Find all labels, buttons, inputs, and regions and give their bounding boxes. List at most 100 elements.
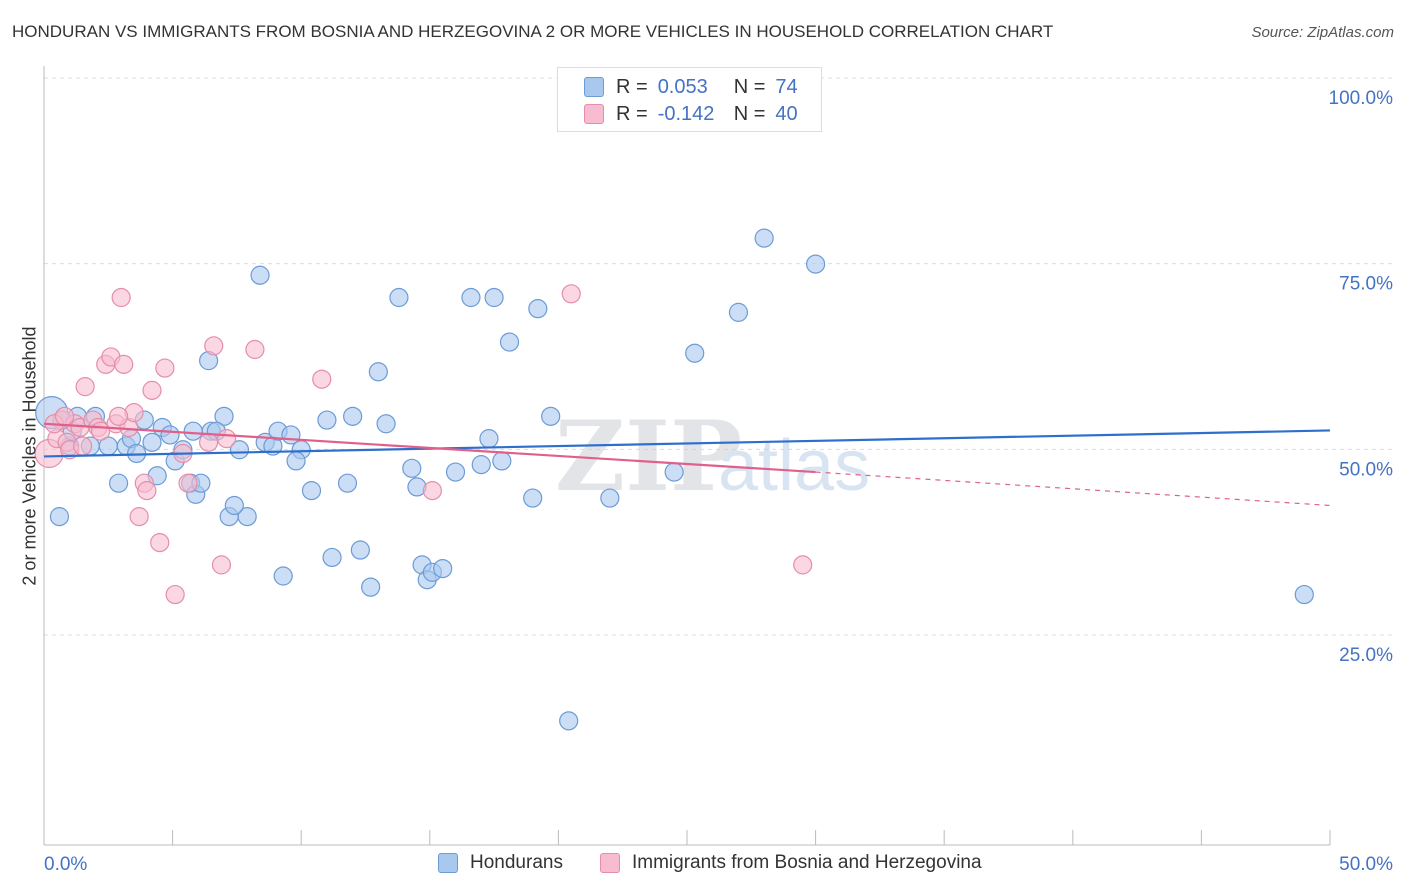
bosnia-point <box>211 555 232 575</box>
bottom-legend: Hondurans Immigrants from Bosnia and Her… <box>0 852 1406 878</box>
bosnia-point <box>245 339 265 360</box>
honduran-point <box>499 332 520 352</box>
grid-lines <box>44 77 1393 636</box>
honduran-trend-line <box>43 429 1331 458</box>
honduran-point <box>433 558 453 579</box>
honduran-point <box>664 462 684 482</box>
n-value: 74 <box>775 75 798 98</box>
legend-item-hondurans[interactable]: Hondurans <box>438 852 563 874</box>
honduran-point <box>343 406 363 426</box>
honduran-point <box>237 507 257 527</box>
honduran-point <box>250 265 270 285</box>
honduran-point <box>317 410 337 430</box>
honduran-point <box>229 440 250 460</box>
honduran-point <box>805 254 826 274</box>
bosnia-point <box>54 406 75 426</box>
honduran-point <box>224 495 244 516</box>
bosnia-point <box>90 421 111 441</box>
honduran-point <box>528 299 548 319</box>
bosnia-point <box>108 406 129 426</box>
legend-label-bosnia: Immigrants from Bosnia and Herzegovina <box>632 852 982 873</box>
bosnia-point <box>137 481 157 501</box>
honduran-point <box>142 432 162 452</box>
honduran-point <box>685 343 705 363</box>
honduran-point <box>49 507 70 527</box>
r-label: R = <box>616 75 648 98</box>
bosnia-point <box>142 380 162 400</box>
honduran-point <box>214 406 234 426</box>
honduran-point <box>368 362 388 382</box>
honduran-point <box>461 287 481 308</box>
honduran-point <box>471 455 491 475</box>
bosnia-swatch <box>584 104 604 124</box>
honduran-point <box>183 421 203 441</box>
bosnia-point <box>422 481 442 501</box>
bosnia-point <box>793 555 813 575</box>
bosnia-point <box>312 369 332 389</box>
honduran-point <box>286 451 306 471</box>
honduran-point <box>541 406 561 426</box>
x-tick-label: 0.0% <box>44 854 87 875</box>
r-value: -0.142 <box>657 102 715 125</box>
n-value: 40 <box>775 102 798 125</box>
honduran-point <box>160 425 180 445</box>
bosnia-swatch <box>600 853 620 873</box>
trend-lines <box>43 422 1331 507</box>
bosnia-trend-line <box>43 422 816 474</box>
bosnia-point <box>150 532 170 553</box>
honduran-point <box>376 414 396 434</box>
bosnia-point <box>561 284 581 304</box>
honduran-point <box>361 577 381 597</box>
honduran-point <box>322 547 342 568</box>
bosnia-point <box>114 354 134 374</box>
hondurans-swatch <box>584 77 604 97</box>
watermark-zip: ZIP <box>555 400 742 513</box>
bosnia-point <box>72 436 93 456</box>
honduran-point <box>337 473 358 493</box>
bosnia-point <box>129 507 149 527</box>
honduran-point <box>301 481 322 501</box>
honduran-point <box>1294 584 1314 605</box>
n-label: N = <box>733 75 766 98</box>
watermark-atlas: atlas <box>718 426 870 506</box>
honduran-point <box>389 287 409 308</box>
honduran-point <box>492 451 512 471</box>
bosnia-point <box>75 377 95 397</box>
bosnia-point <box>178 473 198 493</box>
bosnia-point <box>204 336 224 356</box>
bosnia-point <box>111 287 131 308</box>
y-axis-label: 2 or more Vehicles in Household <box>19 326 40 586</box>
honduran-point <box>728 302 749 322</box>
stats-row-bosnia: R = -0.142 N = 40 <box>584 101 798 127</box>
bosnia-point <box>217 429 237 449</box>
r-label: R = <box>616 102 648 125</box>
legend-label-hondurans: Hondurans <box>470 852 563 873</box>
y-tick-label: 100.0% <box>1329 88 1394 109</box>
honduran-point <box>484 287 504 308</box>
bosnia-point <box>155 358 175 378</box>
chart-title: HONDURAN VS IMMIGRANTS FROM BOSNIA AND H… <box>12 22 1054 41</box>
honduran-point <box>108 473 129 493</box>
chart-source: Source: ZipAtlas.com <box>1251 24 1394 41</box>
stats-row-hondurans: R = 0.053 N = 74 <box>584 74 798 100</box>
honduran-point <box>559 711 579 731</box>
honduran-point <box>273 566 293 586</box>
tick-labels: 25.0% 50.0% 75.0% 100.0% 0.0% 50.0% <box>44 88 1393 875</box>
y-tick-label: 25.0% <box>1339 645 1393 666</box>
stats-legend: R = 0.053 N = 74 R = -0.142 N = 40 <box>557 67 822 132</box>
legend-item-bosnia[interactable]: Immigrants from Bosnia and Herzegovina <box>600 852 982 874</box>
honduran-point <box>754 228 774 248</box>
honduran-point <box>479 429 499 449</box>
data-points <box>34 228 1314 731</box>
y-tick-label: 75.0% <box>1339 274 1393 295</box>
honduran-point <box>445 462 466 482</box>
n-label: N = <box>733 102 766 125</box>
bosnia-point <box>199 432 219 452</box>
honduran-point <box>523 488 543 508</box>
hondurans-swatch <box>438 853 458 873</box>
y-tick-label: 50.0% <box>1339 459 1393 480</box>
bosnia-trend-extension <box>815 471 1331 507</box>
honduran-point <box>600 488 620 508</box>
honduran-point <box>350 540 370 560</box>
